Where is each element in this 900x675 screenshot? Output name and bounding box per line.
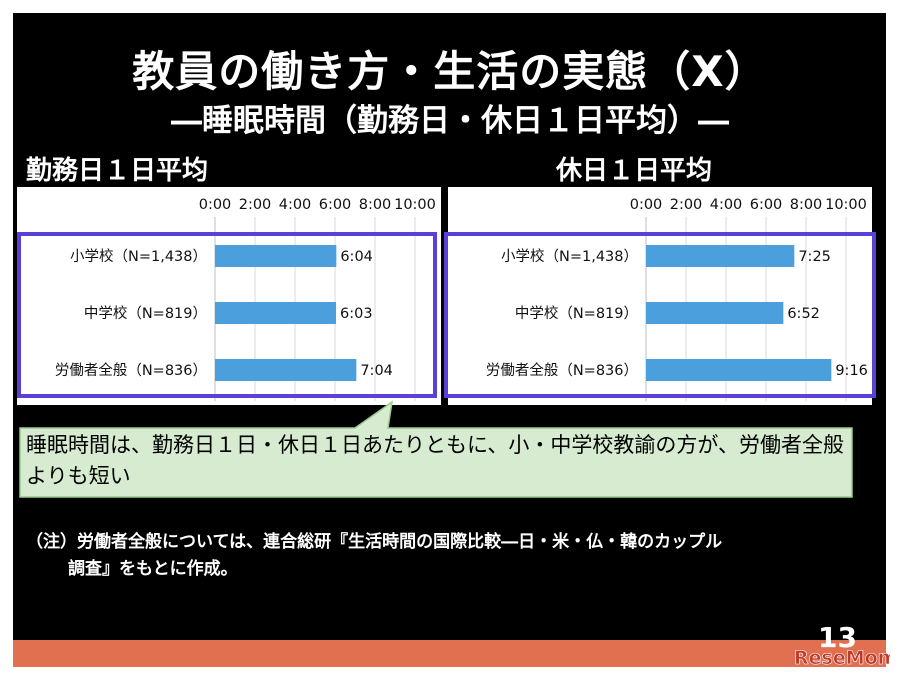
chart-panel-workday: 0:00 2:00 4:00 6:00 8:00 10:00 小学校（N=1,438） 6:0… [17,187,441,405]
slide-title: 教員の働き方・生活の実態（X） [132,47,768,96]
footnote: （注）労働者全般については、連合総研『生活時間の国際比較―日・米・仏・韓のカップ… [26,529,722,583]
callout-shape [19,400,853,498]
chart-workday: 0:00 2:00 4:00 6:00 8:00 10:00 小学校（N=1,438） 6:0… [55,197,436,401]
bottom-bar [13,640,886,667]
bar [215,359,357,381]
data-label: 6:52 [787,306,820,322]
resemom-logo: ReseMom [794,647,890,670]
category-label: 労働者全般（N=836） [55,361,207,379]
bar [215,245,337,267]
x-tick-label: 8:00 [359,197,392,213]
highlight-frame-workday [17,232,437,398]
bar [215,302,336,324]
highlight-frame-holiday [444,232,876,398]
page-number: 13 [818,621,857,654]
category-label: 中学校（N=819） [84,305,207,322]
svg-text:ReseMom: ReseMom [794,647,890,669]
data-label: 9:16 [835,363,868,379]
x-tick-label: 10:00 [394,197,436,213]
category-label: 中学校（N=819） [515,305,638,322]
category-label: 労働者全般（N=836） [486,361,638,379]
data-label: 6:04 [340,249,373,265]
data-label: 7:25 [798,249,831,265]
bar [646,302,784,324]
x-tick-label: 4:00 [279,197,312,213]
footnote-line-1: （注）労働者全般については、連合総研『生活時間の国際比較―日・米・仏・韓のカップ… [26,532,723,552]
x-tick-label: 6:00 [750,197,783,213]
data-label: 6:03 [340,306,373,322]
chart-holiday: 0:00 2:00 4:00 6:00 8:00 10:00 小学校（N=1,438） 7:2… [486,197,868,401]
chart-title-workday: 勤務日１日平均 [26,156,209,186]
x-tick-label: 10:00 [825,197,867,213]
callout-text: 睡眠時間は、勤務日１日・休日１日あたりともに、小・中学校教諭の方が、労働者全般よ… [26,433,844,488]
x-tick-label: 0:00 [199,197,232,213]
bar [646,245,795,267]
footnote-line-2: 調査』をもとに作成。 [68,559,238,579]
chart-panel-holiday: 0:00 2:00 4:00 6:00 8:00 10:00 小学校（N=1,438） 7:2… [448,187,872,405]
x-tick-label: 2:00 [670,197,703,213]
chart-title-holiday: 休日１日平均 [556,156,713,186]
category-label: 小学校（N=1,438） [70,248,207,265]
data-label: 7:04 [360,363,393,379]
x-tick-label: 0:00 [630,197,663,213]
bar [646,359,832,381]
category-label: 小学校（N=1,438） [501,248,638,265]
x-tick-label: 4:00 [710,197,743,213]
slide-subtitle: ―睡眠時間（勤務日・休日１日平均）― [171,103,729,139]
x-tick-label: 8:00 [790,197,823,213]
x-tick-label: 2:00 [239,197,272,213]
x-tick-label: 6:00 [319,197,352,213]
